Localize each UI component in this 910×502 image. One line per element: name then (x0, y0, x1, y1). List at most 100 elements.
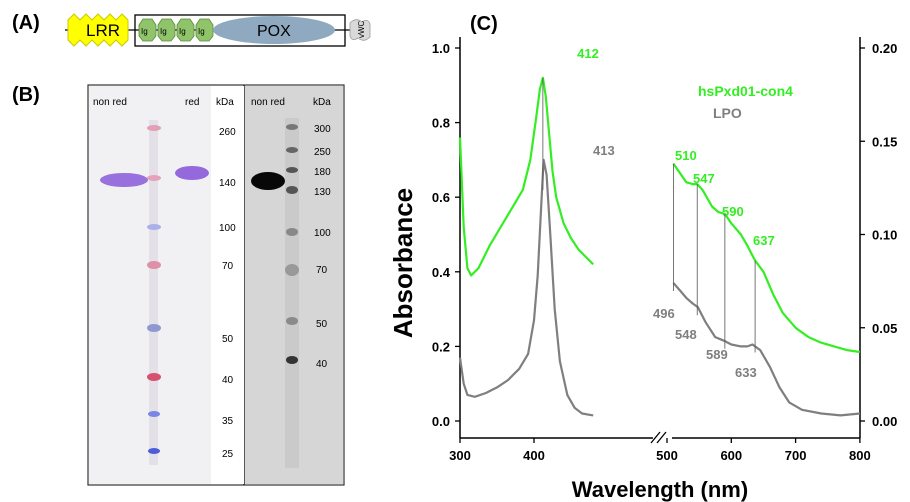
y-right-tick-label-0.10: 0.10 (872, 228, 897, 243)
y-left-tick-label-0.4: 0.4 (432, 265, 451, 280)
ladder-band-260 (147, 125, 161, 131)
left-marker-140: 140 (219, 178, 236, 189)
left-marker-50: 50 (222, 334, 234, 345)
y-right-tick-label-0.20: 0.20 (872, 41, 897, 56)
panel-c-label: (C) (470, 13, 498, 35)
wb-ladder-40 (286, 356, 298, 364)
vwc-domain-shape (349, 19, 371, 41)
right-gel-lane-nonred: non red (251, 97, 285, 108)
right-marker-180: 180 (314, 167, 331, 178)
left-gel-lane-red: red (185, 97, 199, 108)
ig-label-4: Ig (198, 27, 205, 36)
ig-domain-4 (195, 18, 214, 42)
y-right-tick-label-0.00: 0.00 (872, 414, 897, 429)
right-marker-130: 130 (314, 187, 331, 198)
wb-ladder-70 (285, 264, 299, 276)
ladder-band-100 (147, 224, 161, 230)
left-gel-lane-nonred: non red (93, 97, 127, 108)
x-tick-label-800: 800 (849, 448, 871, 463)
peak-label-lpo-589: 589 (706, 347, 728, 362)
ig-domain-3 (176, 18, 195, 42)
legend-hspxd01: hsPxd01-con4 (698, 83, 793, 99)
left-marker-40: 40 (222, 375, 234, 386)
wb-band-non-red (251, 172, 285, 190)
wb-ladder-50 (286, 317, 298, 325)
wb-ladder-100 (286, 228, 298, 236)
peak-label-hspxd01-547: 547 (693, 171, 715, 186)
peak-label-lpo-548: 548 (675, 327, 697, 342)
peak-label-lpo-633: 633 (735, 365, 757, 380)
ladder-band-25 (148, 448, 160, 454)
peak-label-lpo-496: 496 (653, 306, 675, 321)
peak-label-hspxd01-590: 590 (722, 204, 744, 219)
wb-ladder-300 (286, 124, 298, 130)
pox-domain-shape (213, 16, 335, 44)
lrr-domain-shape (67, 13, 129, 47)
axis-break-mark-2 (656, 431, 667, 444)
x-tick-label-700: 700 (785, 448, 807, 463)
y-left-tick-label-0.8: 0.8 (432, 116, 450, 131)
series-line-lpo-1 (458, 158, 594, 417)
right-marker-100: 100 (314, 228, 331, 239)
y-axis-title: Absorbance (388, 188, 418, 338)
y-right-tick-label-0.05: 0.05 (872, 321, 897, 336)
left-marker-strip (214, 86, 244, 484)
y-right-tick-label-0.15: 0.15 (872, 134, 897, 149)
domain-diagram: LRR Ig Ig Ig Ig POX vWC (65, 13, 371, 47)
left-marker-100: 100 (219, 223, 236, 234)
ladder-band-70 (147, 261, 161, 269)
x-tick-label-600: 600 (720, 448, 742, 463)
wb-ladder-lane (285, 118, 299, 468)
wb-ladder-180 (286, 167, 298, 173)
right-gel-kda-unit: kDa (313, 97, 331, 108)
right-marker-300: 300 (314, 124, 331, 135)
ig-label-1: Ig (141, 27, 148, 36)
series-line-hspxd01-2 (672, 162, 861, 354)
ladder-band-50 (147, 324, 161, 332)
series-line-lpo-2 (672, 282, 861, 417)
left-marker-25: 25 (222, 449, 234, 460)
axis-break-mark-1 (650, 431, 661, 444)
vwc-domain-label: vWC (357, 20, 366, 38)
gel-panel: non red red kDa 260 140 100 70 50 40 35 … (87, 84, 345, 486)
series-line-hspxd01-1 (458, 76, 594, 277)
peroxidasin-box (134, 14, 346, 47)
x-axis-title: Wavelength (nm) (572, 477, 748, 502)
wb-ladder-250 (286, 147, 298, 153)
y-left-tick-label-1.0: 1.0 (432, 41, 450, 56)
right-marker-70: 70 (316, 265, 328, 276)
right-marker-50: 50 (316, 319, 328, 330)
left-marker-260: 260 (219, 127, 236, 138)
pox-domain-label: POX (257, 23, 291, 40)
right-marker-250: 250 (314, 147, 331, 158)
peak-label-lpo-413: 413 (593, 143, 615, 158)
wb-ladder-130 (286, 186, 298, 194)
band-red (175, 166, 209, 180)
right-marker-40: 40 (316, 359, 328, 370)
legend-lpo: LPO (713, 105, 742, 121)
absorbance-chart: (C) Absorbance Wavelength (nm) hsPxd01-c… (388, 13, 897, 502)
left-gel-kda-unit: kDa (216, 97, 234, 108)
ig-domain-1 (138, 18, 157, 42)
ladder-band-40 (147, 373, 161, 381)
peak-label-hspxd01-412: 412 (577, 46, 599, 61)
panel-b-label: (B) (12, 84, 40, 106)
left-marker-35: 35 (222, 416, 234, 427)
ig-domain-2 (157, 18, 176, 42)
lrr-domain-label: LRR (86, 21, 120, 40)
x-tick-label-400: 400 (523, 448, 545, 463)
left-marker-70: 70 (222, 261, 234, 272)
y-left-tick-label-0.2: 0.2 (432, 339, 450, 354)
ig-label-2: Ig (160, 27, 167, 36)
x-tick-label-300: 300 (449, 448, 471, 463)
ig-label-3: Ig (179, 27, 186, 36)
y-left-tick-label-0.0: 0.0 (432, 414, 450, 429)
y-left-tick-label-0.6: 0.6 (432, 190, 450, 205)
ladder-band-35 (148, 411, 160, 417)
ladder-band-140 (147, 175, 161, 181)
x-tick-label-500: 500 (656, 448, 678, 463)
band-non-red (100, 173, 148, 187)
ladder-lane (149, 120, 158, 465)
peak-label-hspxd01-637: 637 (753, 233, 775, 248)
